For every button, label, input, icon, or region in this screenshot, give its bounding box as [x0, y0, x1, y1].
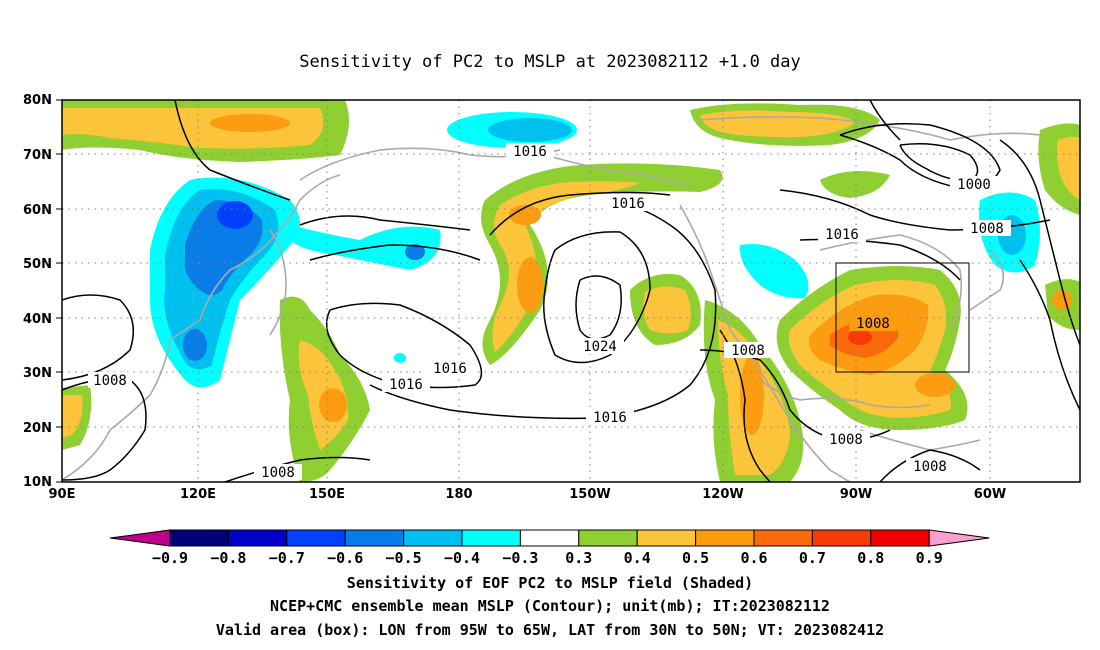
- colorbar-label: −0.3: [502, 549, 538, 567]
- contour-label: 1008: [261, 465, 295, 481]
- colorbar-label: −0.9: [152, 549, 188, 567]
- lat-label: 60N: [23, 203, 52, 218]
- contour-label: 1000: [957, 177, 991, 193]
- lon-label: 90E: [49, 487, 76, 502]
- contour-label: 1024: [583, 339, 617, 355]
- contour-label: 1016: [513, 144, 547, 160]
- caption-line-1: Sensitivity of EOF PC2 to MSLP field (Sh…: [347, 574, 753, 592]
- map-area: 1008 1016 1000 1008 1016 1016 1024 1016 …: [61, 99, 1081, 483]
- lon-label: 120E: [180, 487, 216, 502]
- caption-line-3: Valid area (box): LON from 95W to 65W, L…: [216, 621, 884, 639]
- contour-label: 1008: [913, 459, 947, 475]
- valid-area-box: [835, 262, 970, 373]
- lat-axis: 80N 70N 60N 50N 40N 30N 20N 10N: [23, 93, 52, 490]
- colorbar-segment: [461, 529, 521, 547]
- colorbar-label: −0.8: [210, 549, 246, 567]
- lon-label: 180: [445, 487, 472, 502]
- lat-label: 50N: [23, 257, 52, 272]
- colorbar-segment: [227, 529, 288, 547]
- contour-label: 1016: [825, 227, 859, 243]
- colorbar-segment: [169, 529, 229, 547]
- contour-label: 1016: [389, 377, 423, 393]
- lat-label: 80N: [23, 93, 52, 108]
- caption-line-2: NCEP+CMC ensemble mean MSLP (Contour); u…: [270, 597, 830, 615]
- lat-label: 40N: [23, 312, 52, 327]
- contour-label: 1008: [829, 432, 863, 448]
- colorbar-segment: [578, 529, 638, 547]
- contour-labels: 1008 1016 1000 1008 1016 1016 1024 1016 …: [88, 143, 1011, 481]
- sensitivity-shading: [62, 100, 1080, 482]
- colorbar-segment: [403, 529, 463, 547]
- lat-label: 20N: [23, 421, 52, 436]
- contour-label: 1016: [593, 410, 627, 426]
- colorbar-segment: [519, 529, 580, 547]
- lon-label: 120W: [702, 487, 743, 502]
- colorbar: −0.9 −0.8 −0.7 −0.6 −0.5 −0.4 −0.3 0.3 0.4 0.5 0.6…: [109, 529, 990, 567]
- lon-label: 150W: [569, 487, 610, 502]
- lat-ticks: [56, 99, 62, 483]
- colorbar-label: 0.7: [799, 549, 826, 567]
- colorbar-label: −0.4: [444, 549, 480, 567]
- colorbar-label: −0.7: [269, 549, 305, 567]
- map-frame: [61, 99, 1081, 483]
- colorbar-label: −0.5: [386, 549, 422, 567]
- lat-label: 30N: [23, 366, 52, 381]
- lon-label: 150E: [309, 487, 345, 502]
- colorbar-label: 0.9: [916, 549, 943, 567]
- colorbar-segment: [753, 529, 813, 547]
- colorbar-segment: [811, 529, 872, 547]
- contour-label: 1016: [611, 196, 645, 212]
- graticule: [62, 100, 1080, 482]
- contour-label: 1016: [433, 361, 467, 377]
- colorbar-label: 0.8: [857, 549, 884, 567]
- colorbar-label: 0.5: [682, 549, 709, 567]
- colorbar-label: 0.6: [740, 549, 767, 567]
- colorbar-label: 0.4: [624, 549, 651, 567]
- lon-label: 60W: [974, 487, 1006, 502]
- colorbar-label: −0.6: [327, 549, 363, 567]
- colorbar-arrow-low: [109, 529, 171, 547]
- colorbar-segment: [286, 529, 346, 547]
- figure-title: Sensitivity of PC2 to MSLP at 2023082112…: [299, 52, 801, 72]
- colorbar-segment: [870, 529, 930, 547]
- lat-label: 70N: [23, 148, 52, 163]
- colorbar-segment: [344, 529, 405, 547]
- mslp-contours: [61, 99, 1081, 483]
- colorbar-segment: [695, 529, 755, 547]
- contour-label: 1008: [731, 343, 765, 359]
- colorbar-segment: [636, 529, 697, 547]
- contour-label: 1008: [856, 316, 890, 332]
- lon-label: 90W: [840, 487, 872, 502]
- colorbar-label: 0.3: [565, 549, 592, 567]
- contour-label: 1008: [93, 373, 127, 389]
- lat-label: 10N: [23, 475, 52, 490]
- contour-label: 1008: [970, 221, 1004, 237]
- colorbar-arrow-high: [928, 529, 990, 547]
- lon-axis: 90E 120E 150E 180 150W 120W 90W 60W: [49, 487, 1007, 502]
